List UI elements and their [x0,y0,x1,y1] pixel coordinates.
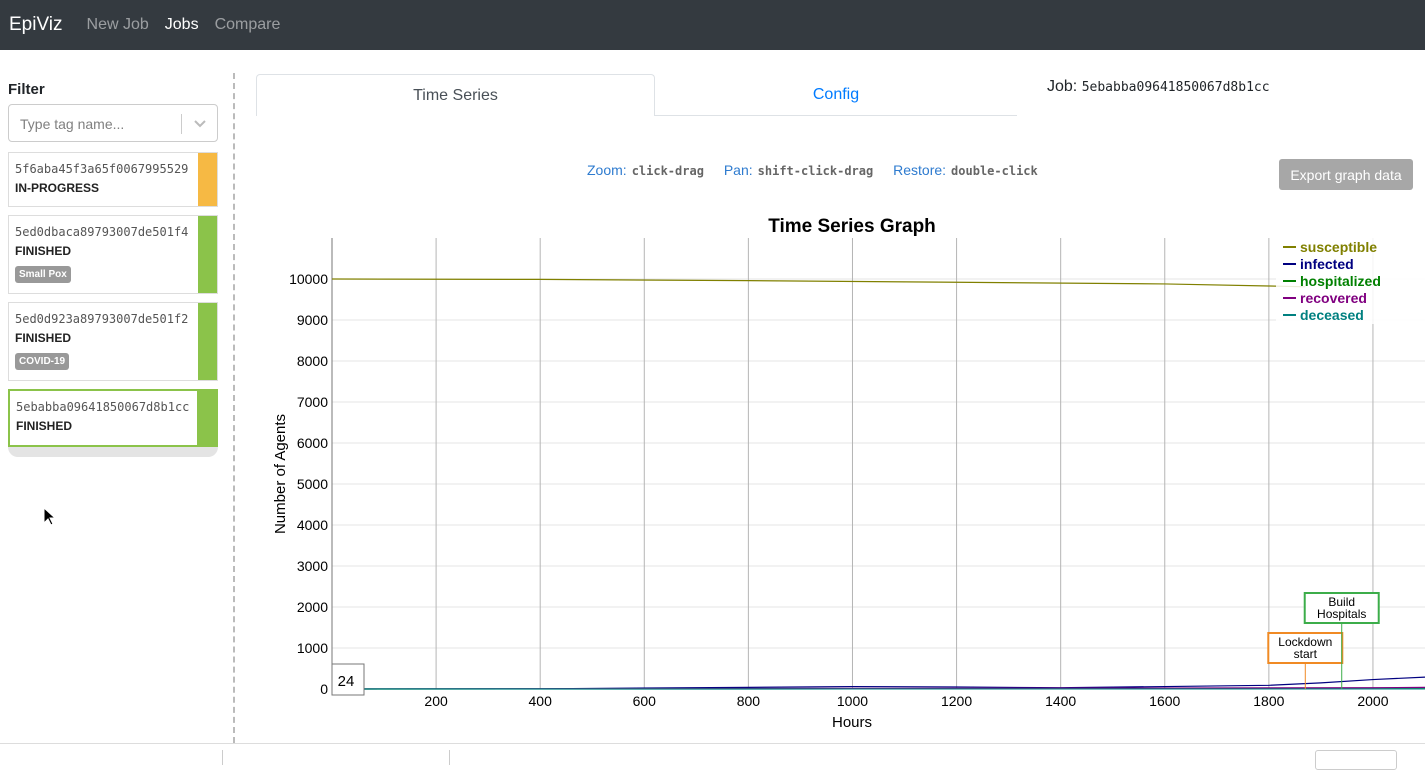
legend-label: infected [1300,256,1354,272]
bottom-bar [0,743,1425,764]
job-id: 5f6aba45f3a65f0067995529 [15,162,188,176]
pan-key: shift-click-drag [758,164,874,178]
job-label-text: Job: [1047,78,1077,95]
job-list: 5f6aba45f3a65f0067995529 IN-PROGRESS 5ed… [8,152,218,457]
y-tick-label: 9000 [297,312,328,328]
time-marker-label: 24 [338,673,355,690]
job-id: 5ebabba09641850067d8b1cc [16,400,189,414]
job-tag-badge[interactable]: COVID-19 [15,353,69,370]
y-tick-label: 0 [320,681,328,697]
job-tag-badge[interactable]: Small Pox [15,266,71,283]
job-status: FINISHED [15,331,71,345]
select-separator [181,114,182,134]
series-line-infected [332,677,1425,689]
x-tick-label: 400 [529,693,553,709]
x-tick-label: 1800 [1253,693,1284,709]
y-tick-label: 8000 [297,353,328,369]
x-axis-label: Hours [832,714,872,731]
legend-label: hospitalized [1300,273,1381,289]
job-card[interactable]: 5ed0dbaca89793007de501f4 FINISHED Small … [8,215,218,294]
legend-label: deceased [1300,307,1364,323]
time-series-chart[interactable]: Time Series Graph Number of Agents Hours… [256,205,1425,740]
status-bar-finished [198,216,217,293]
chart-title: Time Series Graph [768,216,936,237]
job-status: FINISHED [15,244,71,258]
chart-legend: susceptibleinfectedhospitalizedrecovered… [1276,238,1425,324]
x-tick-label: 200 [424,693,448,709]
job-id-value: 5ebabba09641850067d8b1cc [1082,80,1270,95]
y-tick-label: 7000 [297,394,328,410]
zoom-label: Zoom: [587,162,627,178]
status-bar-finished [198,303,217,380]
x-tick-label: 1200 [941,693,972,709]
pan-label: Pan: [724,162,753,178]
filter-label: Filter [8,81,45,98]
annotation-label: start [1294,647,1318,661]
nav-compare[interactable]: Compare [215,16,281,34]
tab-time-series[interactable]: Time Series [256,74,655,116]
x-tick-label: 600 [633,693,657,709]
legend-label: susceptible [1300,239,1377,255]
tab-config[interactable]: Config [655,74,1017,116]
bottom-separator [222,750,223,765]
job-status: FINISHED [16,419,72,433]
nav-jobs[interactable]: Jobs [165,16,199,34]
bottom-button[interactable] [1315,750,1397,770]
nav-new-job[interactable]: New Job [87,16,149,34]
top-navbar: EpiViz New Job Jobs Compare [0,0,1425,50]
x-tick-label: 1000 [837,693,868,709]
job-status: IN-PROGRESS [15,181,99,195]
restore-label: Restore: [893,162,946,178]
zoom-key: click-drag [632,164,704,178]
x-tick-label: 800 [737,693,761,709]
y-axis-label: Number of Agents [272,414,289,534]
restore-key: double-click [951,164,1038,178]
job-card-selected[interactable]: 5ebabba09641850067d8b1cc FINISHED [8,389,218,447]
x-tick-label: 1600 [1149,693,1180,709]
series-line-susceptible [332,279,1305,287]
annotation-label: Hospitals [1317,607,1366,621]
chevron-down-icon[interactable] [192,111,208,135]
job-label: Job: 5ebabba09641850067d8b1cc [1047,78,1270,96]
job-card[interactable]: 5ed0d923a89793007de501f2 FINISHED COVID-… [8,302,218,381]
y-tick-label: 3000 [297,558,328,574]
y-tick-label: 4000 [297,517,328,533]
y-tick-label: 10000 [289,271,328,287]
tag-filter-placeholder: Type tag name... [20,116,124,132]
job-id: 5ed0dbaca89793007de501f4 [15,225,188,239]
y-tick-label: 6000 [297,435,328,451]
status-bar-finished [197,391,216,445]
y-tick-label: 2000 [297,599,328,615]
y-tick-label: 5000 [297,476,328,492]
job-card[interactable]: 5f6aba45f3a65f0067995529 IN-PROGRESS [8,152,218,207]
time-marker[interactable]: 24 [332,664,364,695]
tag-filter-select[interactable]: Type tag name... [8,104,218,142]
graph-controls-hint: Zoom: click-drag Pan: shift-click-drag Res… [587,162,1054,178]
bottom-separator [449,750,450,765]
x-tick-label: 1400 [1045,693,1076,709]
job-list-scrollbar[interactable] [8,447,218,457]
brand-logo[interactable]: EpiViz [9,14,63,36]
status-bar-in-progress [198,153,217,206]
y-tick-label: 1000 [297,640,328,656]
x-tick-label: 2000 [1357,693,1388,709]
panel-divider[interactable] [233,73,235,743]
chart-grid: 0 1000 2000 3000 4000 5000 6000 7000 8000 9000 100… [289,238,1425,709]
export-graph-data-button[interactable]: Export graph data [1279,159,1413,190]
mouse-cursor-icon [43,507,57,527]
legend-label: recovered [1300,290,1367,306]
job-id: 5ed0d923a89793007de501f2 [15,312,188,326]
